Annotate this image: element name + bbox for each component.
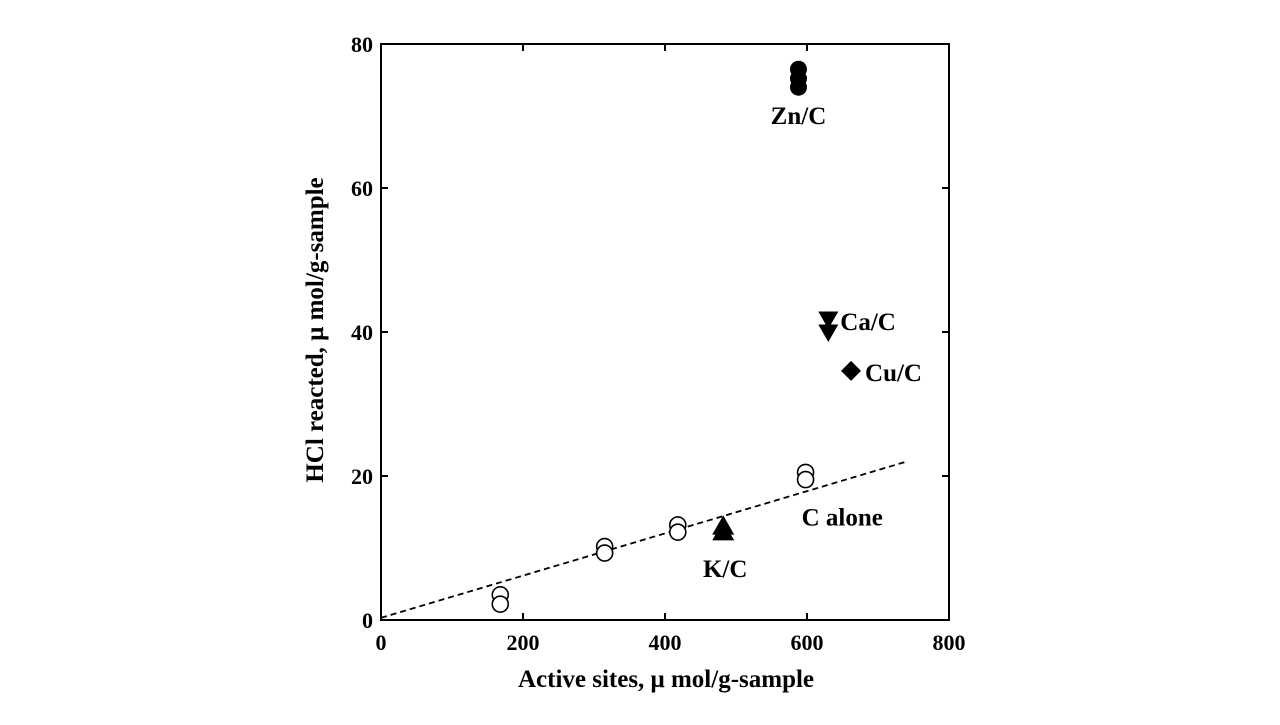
series-label: K/C [703,556,747,583]
series-label: Ca/C [840,309,896,336]
y-axis-title: HCl reacted, μ mol/g-sample [302,177,329,482]
y-tick-label: 0 [362,608,373,633]
series-labels: C alone K/C Zn/C Ca/C Cu/C [703,103,922,583]
fit-line-layer [380,460,907,619]
series-label: Zn/C [771,103,827,130]
x-tick-label: 200 [507,630,540,655]
x-tick-label: 0 [376,630,387,655]
x-tick-label: 600 [791,630,824,655]
data-point [668,523,687,541]
y-tick-label: 20 [351,464,373,489]
data-point [712,521,735,541]
series-label: Cu/C [865,360,922,387]
data-point [818,311,839,330]
data-point [491,595,510,613]
x-tick-label: 400 [649,630,682,655]
fit-line [380,460,907,619]
data-points [491,60,862,613]
y-tick-label: 40 [351,320,373,345]
data-point [796,470,815,489]
x-tick-label: 800 [933,630,966,655]
data-point [818,324,839,342]
data-point [789,78,807,96]
data-point [595,544,614,562]
y-tick-label: 80 [351,32,373,57]
x-axis-title: Active sites, μ mol/g-sample [518,666,814,693]
series-label: C alone [802,505,883,532]
data-point [841,360,862,381]
y-tick-label: 60 [351,176,373,201]
axes: 0 200 400 600 800 0 20 40 60 80 [351,32,966,655]
